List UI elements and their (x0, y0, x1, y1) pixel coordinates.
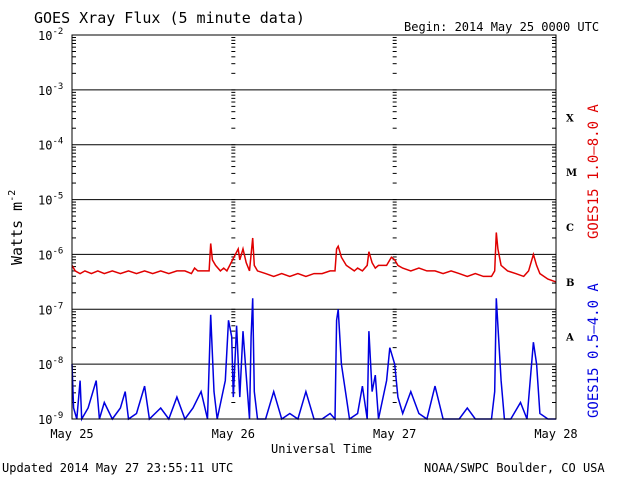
y-tick-base: 10 (38, 303, 52, 317)
y-tick-label: 10-9 (38, 411, 63, 427)
flare-class-label: M (566, 168, 577, 179)
series-layer (71, 232, 557, 422)
x-tick-label: May 28 (534, 427, 577, 441)
y-tick-label: 10-4 (38, 137, 63, 153)
y-tick-base: 10 (38, 413, 52, 427)
gridlines (72, 34, 556, 420)
x-tick-label: May 25 (50, 427, 93, 441)
flare-class-label: A (565, 333, 574, 344)
x-tick-labels: May 25 May 26 May 27 May 28 (50, 427, 577, 441)
y-tick-label: 10-6 (38, 246, 63, 262)
y-tick-exp: -9 (52, 411, 63, 421)
y-tick-exp: -4 (52, 137, 63, 147)
plot-frame (71, 34, 557, 420)
y-tick-labels: 10-910-810-710-610-510-410-310-2 (38, 27, 63, 427)
y-tick-label: 10-3 (38, 82, 63, 98)
footer-credit: NOAA/SWPC Boulder, CO USA (424, 461, 605, 475)
y-tick-exp: -3 (52, 82, 63, 92)
y-tick-label: 10-8 (38, 356, 63, 372)
y-tick-label: 10-5 (38, 192, 63, 208)
y-tick-base: 10 (38, 358, 52, 372)
y-axis-label-exp: -2 (7, 190, 18, 202)
y-axis-label-text: Watts m-2 (7, 190, 26, 265)
y-tick-exp: -5 (52, 192, 63, 202)
x-tick-label: May 27 (373, 427, 416, 441)
x-axis-label: Universal Time (271, 442, 372, 456)
chart-title: GOES Xray Flux (5 minute data) (34, 9, 305, 27)
y-tick-base: 10 (38, 248, 52, 262)
y-axis-label-base: Watts m (8, 202, 26, 265)
y-tick-label: 10-7 (38, 301, 63, 317)
y-tick-exp: -2 (52, 27, 63, 37)
y-tick-exp: -6 (52, 246, 63, 256)
series-line-1 (71, 232, 557, 283)
y-tick-base: 10 (38, 29, 52, 43)
y-axis-label: Watts m-2 (7, 190, 26, 265)
y-tick-exp: -7 (52, 301, 63, 311)
y-tick-exp: -8 (52, 356, 63, 366)
flare-class-label: B (566, 278, 574, 289)
legend-series-2: GOES15 0.5–4.0 A (586, 283, 602, 418)
flare-class-labels: X M C B A (565, 113, 577, 343)
series-line-2 (71, 298, 556, 422)
begin-label: Begin: 2014 May 25 0000 UTC (404, 20, 599, 34)
legend: GOES15 1.0–8.0 A GOES15 0.5–4.0 A (586, 104, 602, 418)
y-tick-base: 10 (38, 139, 52, 153)
y-tick-base: 10 (38, 194, 52, 208)
legend-series-1: GOES15 1.0–8.0 A (586, 104, 602, 239)
footer-updated: Updated 2014 May 27 23:55:11 UTC (2, 461, 233, 475)
day-separators (231, 37, 397, 420)
x-tick-label: May 26 (212, 427, 255, 441)
flare-class-label: C (566, 223, 574, 234)
flare-class-label: X (566, 113, 574, 124)
y-tick-base: 10 (38, 84, 52, 98)
y-tick-label: 10-2 (38, 27, 63, 43)
